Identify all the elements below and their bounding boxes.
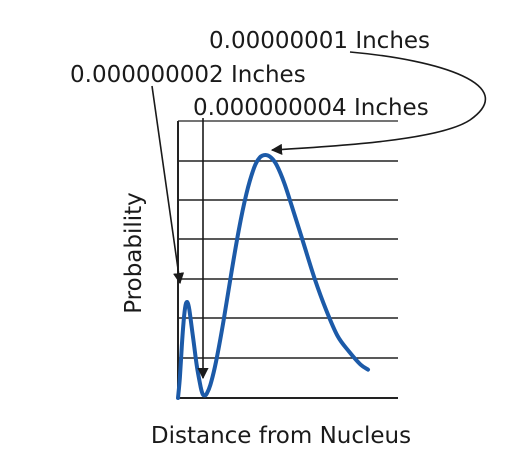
annotation-label-3: 0.000000004 Inches bbox=[193, 95, 429, 121]
annotation-label-1: 0.00000001 Inches bbox=[209, 28, 430, 54]
grid-lines bbox=[178, 160, 398, 359]
x-axis-label: Distance from Nucleus bbox=[151, 423, 411, 449]
annotation-label-2: 0.000000002 Inches bbox=[70, 62, 306, 88]
arrow-inner-peak bbox=[151, 85, 185, 285]
probability-curve bbox=[176, 153, 370, 400]
y-axis-label: Probability bbox=[121, 192, 147, 314]
arrow-main-peak bbox=[270, 51, 487, 155]
